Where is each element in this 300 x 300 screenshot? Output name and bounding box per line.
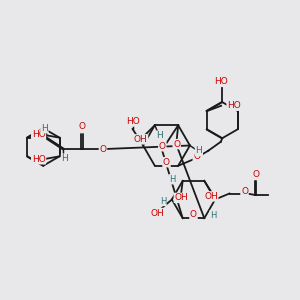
Text: OH: OH: [174, 194, 188, 202]
Text: OH: OH: [204, 192, 218, 201]
Text: O: O: [79, 122, 86, 131]
Text: O: O: [190, 210, 197, 219]
Text: H: H: [160, 196, 166, 206]
Text: O: O: [193, 152, 200, 161]
Text: H: H: [156, 131, 163, 140]
Text: HO: HO: [227, 101, 241, 110]
Text: OH: OH: [151, 208, 164, 217]
Text: HO: HO: [32, 130, 46, 139]
Text: O: O: [100, 145, 106, 154]
Text: O: O: [163, 158, 170, 167]
Text: OH: OH: [134, 135, 148, 144]
Text: HO: HO: [32, 155, 46, 164]
Text: H: H: [196, 146, 202, 155]
Text: HO: HO: [214, 77, 228, 86]
Text: H: H: [210, 211, 217, 220]
Text: O: O: [252, 170, 260, 179]
Text: H: H: [41, 124, 48, 133]
Text: H: H: [169, 175, 175, 184]
Text: O: O: [241, 188, 248, 196]
Text: H: H: [61, 154, 68, 163]
Text: O: O: [159, 142, 166, 151]
Text: HO: HO: [126, 117, 140, 126]
Text: O: O: [173, 140, 180, 148]
